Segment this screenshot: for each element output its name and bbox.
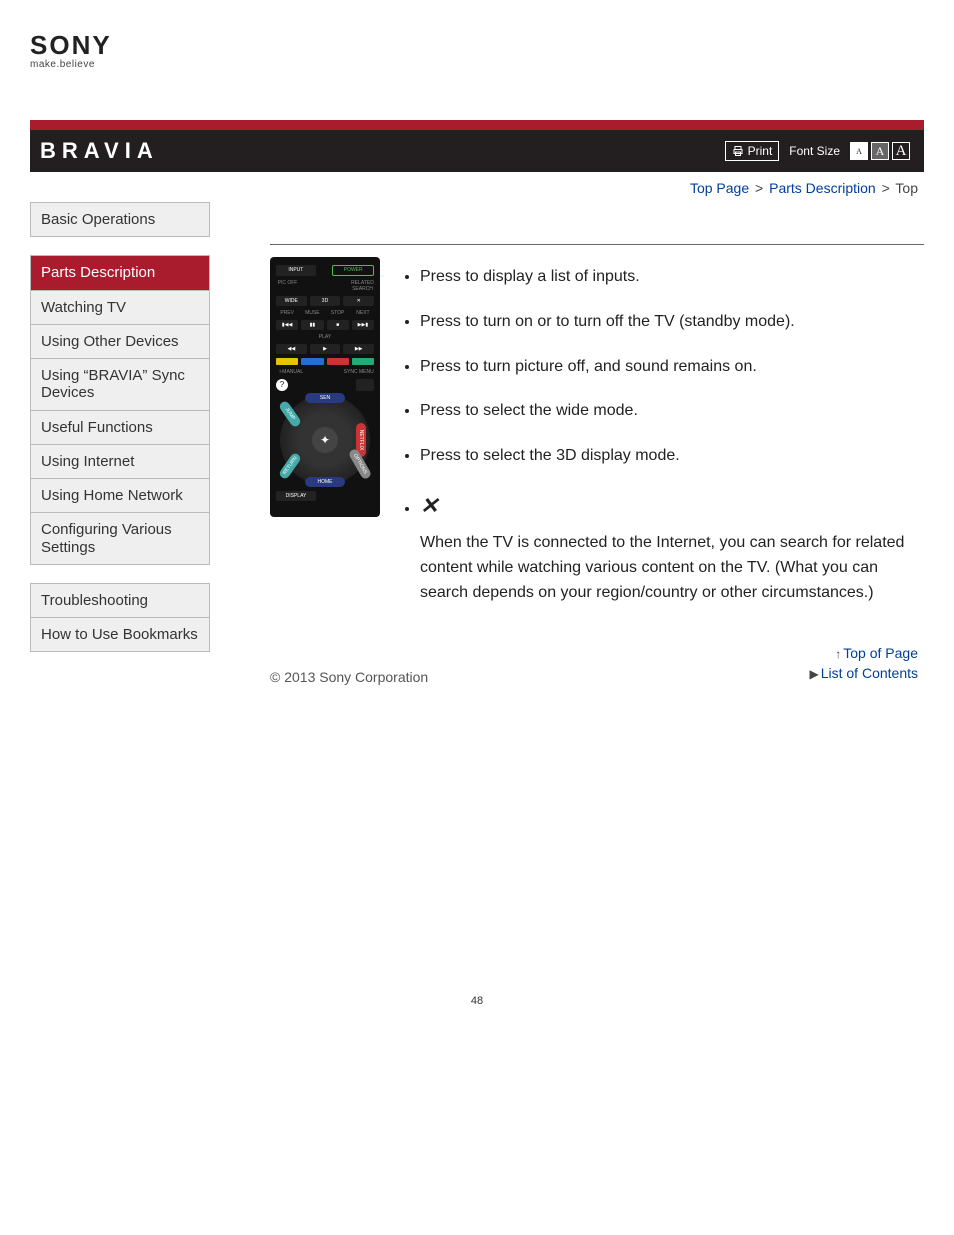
sidebar-item-parts-description[interactable]: Parts Description [31, 256, 209, 290]
product-name: BRAVIA [40, 138, 159, 164]
font-size-medium[interactable]: A [871, 142, 889, 160]
content: Basic Operations Parts Description Watch… [30, 202, 924, 695]
sony-logo: SONY make.believe [30, 30, 924, 70]
remote-imanual-label: i-MANUAL [276, 369, 307, 375]
sidebar-item-watching-tv[interactable]: Watching TV [31, 291, 209, 325]
page-number: 48 [30, 695, 924, 1027]
remote-stop-label: STOP [327, 310, 349, 316]
remote-sen: SEN [305, 393, 345, 403]
font-size-label: Font Size [789, 144, 840, 158]
remote-help: ? [276, 379, 288, 391]
logo-brand: SONY [30, 30, 924, 61]
page: SONY make.believe BRAVIA Print Font Size… [0, 0, 954, 1027]
remote-muse-label: MUSE [301, 310, 323, 316]
red-bar [30, 120, 924, 130]
sidebar-group-2: Parts Description Watching TV Using Othe… [30, 255, 210, 565]
header-bar: BRAVIA Print Font Size A A A [30, 130, 924, 172]
description-list: Press to display a list of inputs. Press… [404, 257, 924, 625]
divider [270, 244, 924, 245]
remote-syncmenu-label: SYNC MENU [343, 369, 374, 375]
remote-prev: ▮◀◀ [276, 320, 298, 330]
list-of-contents-link[interactable]: ▶List of Contents [809, 665, 918, 681]
remote-power: POWER [332, 265, 374, 276]
remote-related-label: RELATED SEARCH [351, 280, 374, 292]
remote-color-row [276, 358, 374, 365]
list-item: Press to select the 3D display mode. [420, 444, 924, 469]
logo-tagline: make.believe [30, 59, 924, 70]
sidebar-item-using-internet[interactable]: Using Internet [31, 445, 209, 479]
right-arrow-icon: ▶ [809, 667, 818, 681]
desc-text: Press to select the wide mode. [420, 399, 924, 424]
list-item: Press to select the wide mode. [420, 399, 924, 424]
sidebar-item-bravia-sync[interactable]: Using “BRAVIA” Sync Devices [31, 359, 209, 411]
sidebar-item-basic-operations[interactable]: Basic Operations [31, 203, 209, 236]
list-item: Press to display a list of inputs. [420, 265, 924, 290]
remote-prev-label: PREV [276, 310, 298, 316]
remote-sync [356, 379, 374, 391]
header-tools: Print Font Size A A A [725, 141, 910, 161]
breadcrumb-sep: > [753, 180, 765, 196]
sidebar-item-config-settings[interactable]: Configuring Various Settings [31, 513, 209, 564]
breadcrumb-link[interactable]: Parts Description [769, 180, 876, 196]
sidebar-group-1: Basic Operations [30, 202, 210, 237]
remote-stop: ■ [327, 320, 349, 330]
remote-display: DISPLAY [276, 491, 316, 501]
sidebar-item-bookmarks[interactable]: How to Use Bookmarks [31, 618, 209, 651]
breadcrumb-link[interactable]: Top Page [690, 180, 749, 196]
remote-next-label: NEXT [352, 310, 374, 316]
desc-text: Press to display a list of inputs. [420, 265, 924, 290]
sidebar: Basic Operations Parts Description Watch… [30, 202, 210, 695]
remote-wide: WIDE [276, 296, 307, 306]
font-size-small[interactable]: A [850, 142, 868, 160]
remote-pause: ▮▮ [301, 320, 323, 330]
remote-image: INPUT POWER PIC OFF RELATED SEARCH WIDE3D✕… [270, 257, 380, 517]
list-item: ✕ When the TV is connected to the Interne… [420, 489, 924, 605]
remote-home: HOME [305, 477, 345, 487]
remote-rew: ◀◀ [276, 344, 307, 354]
font-size-selector: A A A [850, 142, 910, 160]
remote-play: ▶ [310, 344, 341, 354]
list-of-contents-label: List of Contents [821, 665, 918, 681]
footer-links: ↑Top of Page ▶List of Contents [809, 645, 918, 685]
print-icon [732, 145, 744, 157]
remote-x: ✕ [343, 296, 374, 306]
desc-text: When the TV is connected to the Internet… [420, 531, 924, 605]
list-item: Press to turn picture off, and sound rem… [420, 355, 924, 380]
x-icon: ✕ [420, 493, 438, 518]
sidebar-item-home-network[interactable]: Using Home Network [31, 479, 209, 513]
remote-nav-circle: SEN HOME JUMP RETURN NETFLIX OPTIONS ✦ [280, 395, 370, 485]
font-size-large[interactable]: A [892, 142, 910, 160]
footer-row: © 2013 Sony Corporation ↑Top of Page ▶Li… [270, 625, 924, 695]
desc-text: Press to turn on or to turn off the TV (… [420, 310, 924, 335]
remote-picoff-label: PIC OFF [276, 280, 299, 292]
sidebar-item-other-devices[interactable]: Using Other Devices [31, 325, 209, 359]
remote-input: INPUT [276, 265, 316, 276]
copyright: © 2013 Sony Corporation [270, 669, 428, 685]
sidebar-item-troubleshooting[interactable]: Troubleshooting [31, 584, 209, 618]
remote-center: ✦ [312, 427, 338, 453]
main-inner: INPUTPOWER PIC OFFRELATED SEARCH WIDE3D✕… [270, 257, 924, 625]
remote-3d: 3D [310, 296, 341, 306]
remote-ff: ▶▶ [343, 344, 374, 354]
sidebar-group-3: Troubleshooting How to Use Bookmarks [30, 583, 210, 653]
up-arrow-icon: ↑ [835, 647, 841, 661]
breadcrumb: Top Page > Parts Description > Top [30, 172, 924, 202]
sidebar-item-useful-functions[interactable]: Useful Functions [31, 411, 209, 445]
print-label: Print [748, 144, 773, 158]
top-of-page-label: Top of Page [843, 645, 918, 661]
top-of-page-link[interactable]: ↑Top of Page [809, 645, 918, 661]
remote-next: ▶▶▮ [352, 320, 374, 330]
print-button[interactable]: Print [725, 141, 780, 161]
list-item: Press to turn on or to turn off the TV (… [420, 310, 924, 335]
main: INPUTPOWER PIC OFFRELATED SEARCH WIDE3D✕… [270, 202, 924, 695]
remote-play-label: PLAY [276, 334, 374, 340]
desc-text: Press to select the 3D display mode. [420, 444, 924, 469]
desc-text: Press to turn picture off, and sound rem… [420, 355, 924, 380]
breadcrumb-sep: > [880, 180, 892, 196]
breadcrumb-current: Top [895, 180, 918, 196]
